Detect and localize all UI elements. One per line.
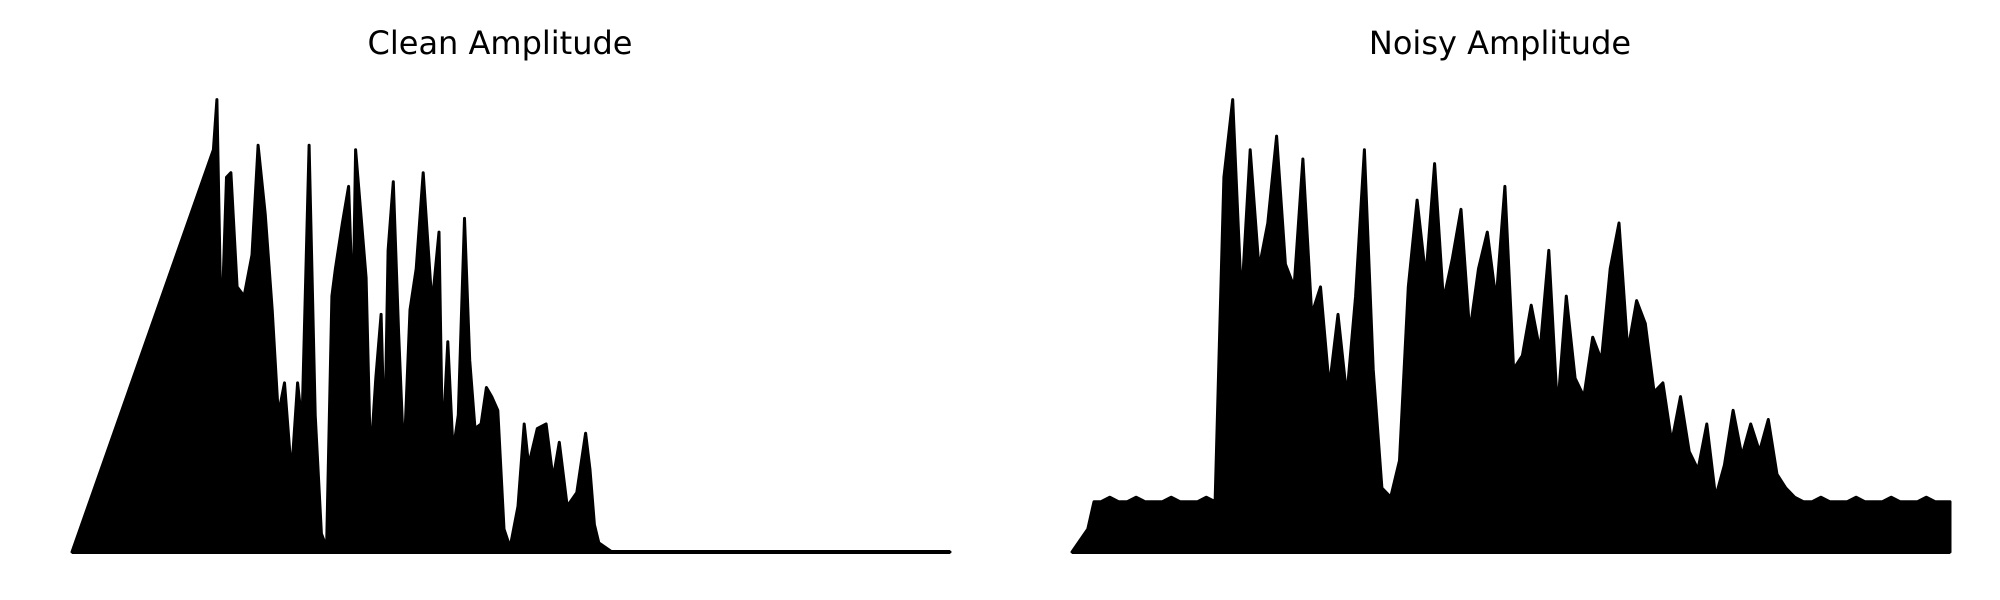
noisy-amplitude-plot	[1070, 98, 1952, 554]
noisy-amplitude-title: Noisy Amplitude	[1368, 24, 1632, 62]
noisy-amplitude-series	[1070, 98, 1952, 554]
clean-amplitude-title: Clean Amplitude	[367, 24, 633, 62]
noisy-amplitude-panel: Noisy Amplitude	[1000, 0, 2000, 600]
clean-amplitude-series	[70, 98, 952, 554]
clean-amplitude-panel: Clean Amplitude	[70, 24, 952, 554]
clean-amplitude-plot	[70, 98, 952, 554]
